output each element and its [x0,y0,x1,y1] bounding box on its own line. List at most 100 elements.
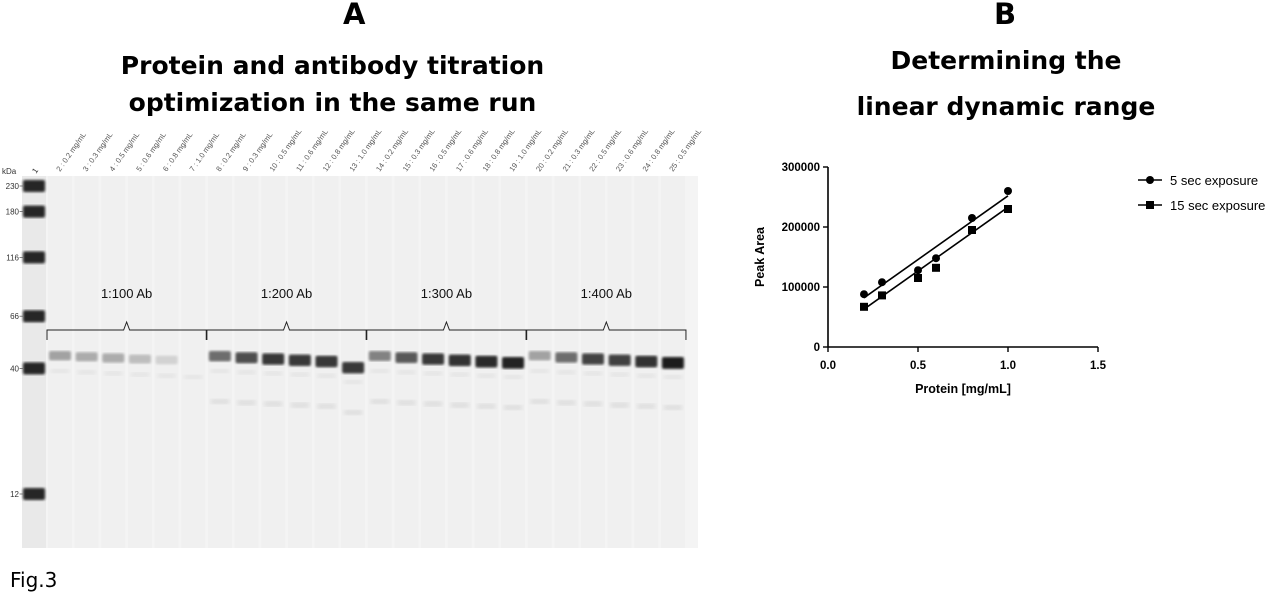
protein-band [448,354,471,367]
data-point-series-1 [878,278,886,287]
faint-band [477,373,496,378]
ladder-band [23,362,45,375]
data-point-series-2 [1004,205,1012,213]
ladder-marker-label: 12 [10,490,19,499]
ladder-marker-label: 230 [6,182,20,191]
group-label: 1:100 Ab [101,286,152,301]
data-point-series-1 [968,214,976,222]
gel-lane [181,176,206,548]
data-point-series-2 [860,302,868,311]
faint-band [584,371,602,376]
protein-band [661,357,684,369]
protein-band [288,354,311,366]
faint-band [290,402,309,408]
faint-band [370,399,389,404]
faint-band [210,369,229,373]
faint-band [610,402,629,408]
ladder-band [23,180,45,192]
x-tick-label: 1.0 [1000,360,1016,372]
protein-band [208,351,231,362]
faint-band [317,403,336,409]
faint-band [370,369,389,373]
faint-band [157,373,176,378]
gel-lane [527,176,552,548]
faint-band [104,371,123,376]
protein-band [422,353,445,365]
faint-band [663,405,682,410]
panel-a-title-line2: optimization in the same run [128,88,537,117]
gel-lane [74,176,99,548]
ladder-band [23,488,45,500]
protein-band [475,355,498,368]
faint-band [584,401,602,407]
gel-lane [367,176,392,548]
faint-band [237,370,256,375]
faint-band [264,401,283,407]
protein-band [635,355,658,368]
y-tick-label: 300000 [782,162,820,174]
ladder-marker-label: 66 [10,312,19,321]
kda-label: kDa [2,167,17,176]
faint-band [184,375,203,379]
data-point-series-1 [1004,187,1012,195]
panel-b-title: Determining the linear dynamic range [830,38,1182,130]
ladder-lane-label: 1 [30,166,40,175]
x-tick-label: 0.5 [910,360,927,372]
protein-band [368,351,391,361]
faint-band [504,405,523,410]
y-tick-label: 200000 [782,222,820,234]
panel-b-title-line1: Determining the [890,46,1122,75]
faint-band [424,401,443,407]
fit-line-1 [863,195,1009,299]
protein-band [342,362,365,374]
protein-band [315,355,338,368]
faint-band [397,370,416,375]
group-label: 1:400 Ab [581,286,632,301]
faint-band [344,380,363,384]
gel-lane [207,176,232,548]
protein-band [262,353,285,365]
faint-band [290,372,309,377]
faint-band [130,372,149,377]
ladder-band [23,310,45,323]
ladder-marker-label: 180 [6,208,20,217]
faint-band [397,400,416,406]
linear-range-chart: 0.0 0.5 1.0 1.5 0 100000 200000 300000 5 sec exp… [753,162,1265,396]
faint-band [264,371,283,376]
protein-band [128,354,151,364]
faint-band [77,370,96,375]
faint-band [210,399,229,404]
faint-band [530,399,549,404]
faint-band [450,372,469,377]
faint-band [504,375,523,379]
faint-band [637,403,656,409]
protein-band [235,352,258,364]
protein-band [102,353,125,363]
group-bracket [366,320,527,340]
faint-band [51,369,69,373]
x-tick-label: 0.0 [820,360,836,372]
figure-label: Fig.3 [10,568,58,592]
ladder-marker-label: 116 [6,253,19,262]
faint-band [637,373,656,378]
protein-band [582,353,604,365]
faint-band [663,375,682,379]
protein-band [608,354,631,366]
protein-band [49,351,71,361]
y-tick-label: 100000 [782,282,820,294]
group-bracket [526,320,687,340]
chart-y-axis-label: Peak Area [753,226,767,287]
chart-x-axis-label: Protein [mg/mL] [915,382,1011,396]
data-point-series-2 [914,274,922,282]
protein-band [502,357,525,369]
faint-band [317,373,336,378]
legend-label: 5 sec exposure [1170,173,1258,188]
data-point-series-2 [932,263,940,272]
x-tick-label: 1.5 [1090,360,1107,372]
group-label: 1:200 Ab [261,286,312,301]
legend-label: 15 sec exposure [1170,198,1265,213]
faint-band [450,402,469,408]
faint-band [610,372,629,377]
data-point-series-2 [878,291,886,300]
